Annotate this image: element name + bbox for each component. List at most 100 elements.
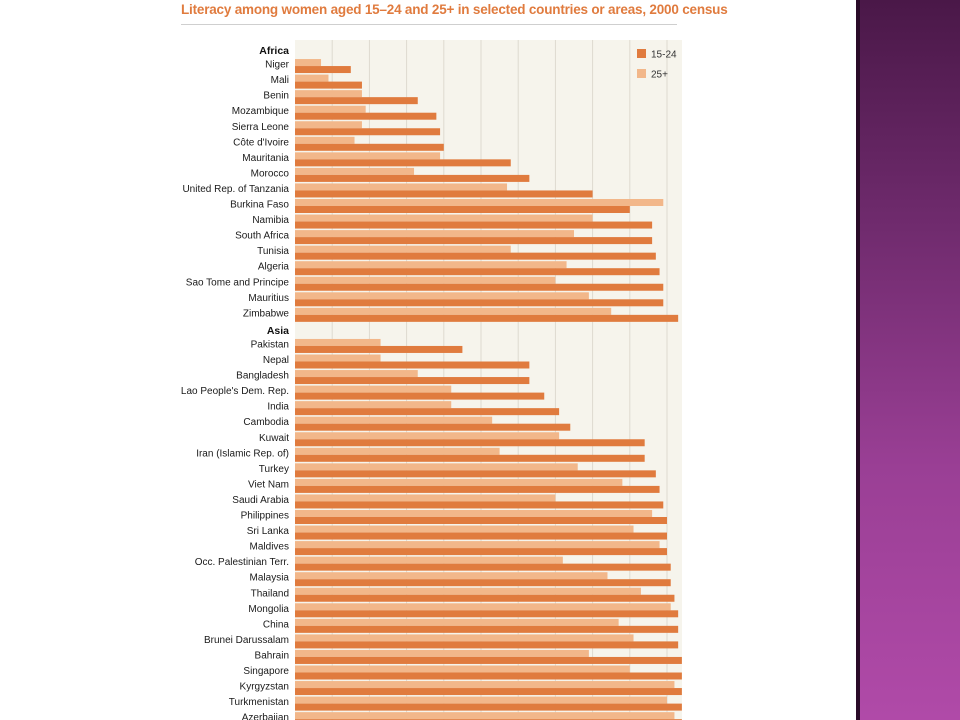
bar-25-plus <box>295 712 675 720</box>
bar-15-24 <box>295 314 679 322</box>
chart-title: Literacy among women aged 15–24 and 25+ … <box>181 2 728 17</box>
row-label: Maldives <box>250 542 289 553</box>
bar-25-plus <box>295 696 667 704</box>
row-label: Singapore <box>243 666 289 677</box>
bar-15-24 <box>295 517 667 524</box>
bar-25-plus <box>295 510 653 517</box>
bar-25-plus <box>295 59 322 67</box>
bar-15-24 <box>295 190 593 198</box>
bar-15-24 <box>295 361 530 369</box>
bar-15-24 <box>295 579 671 587</box>
bar-15-24 <box>295 174 530 182</box>
bar-15-24 <box>295 237 653 245</box>
bar-25-plus <box>295 338 381 346</box>
row-label: Turkmenistan <box>229 697 289 708</box>
row-label: Nepal <box>263 355 289 366</box>
row-label: Sierra Leone <box>232 122 290 133</box>
row-label: Brunei Darussalam <box>204 635 289 646</box>
row-label: Sao Tome and Principe <box>186 277 290 288</box>
bar-15-24 <box>295 299 664 307</box>
bar-25-plus <box>295 649 589 657</box>
row-label: Zimbabwe <box>243 308 290 319</box>
bar-15-24 <box>295 143 444 151</box>
bar-15-24 <box>295 112 437 120</box>
bar-15-24 <box>295 81 362 89</box>
bar-25-plus <box>295 525 634 533</box>
bar-25-plus <box>295 214 593 222</box>
bar-15-24 <box>295 610 679 618</box>
bar-15-24 <box>295 159 511 167</box>
row-label: Bangladesh <box>236 371 289 382</box>
bar-25-plus <box>295 105 366 113</box>
legend-label: 25+ <box>651 70 668 81</box>
legend-swatch <box>637 49 646 58</box>
bar-15-24 <box>295 656 682 664</box>
bar-25-plus <box>295 494 556 502</box>
row-label: Burkina Faso <box>230 200 289 211</box>
bar-25-plus <box>295 276 556 284</box>
row-label: Morocco <box>251 168 290 179</box>
bar-25-plus <box>295 618 619 626</box>
bar-25-plus <box>295 587 641 595</box>
row-label: Iran (Islamic Rep. of) <box>196 448 289 459</box>
bar-25-plus <box>295 199 664 206</box>
row-label: Turkey <box>259 464 289 475</box>
bar-15-24 <box>295 268 660 276</box>
row-label: Algeria <box>258 262 290 273</box>
row-label: Occ. Palestinian Terr. <box>195 557 289 568</box>
row-label: Bahrain <box>255 650 289 661</box>
legend-label: 15-24 <box>651 50 677 61</box>
literacy-bar-chart: Africa Niger Mali Benin Mozambique Sierra Leo… <box>181 40 682 720</box>
row-label: Côte d'Ivoire <box>233 137 289 148</box>
row-label: Viet Nam <box>248 479 289 490</box>
sidebar-edge <box>856 0 860 720</box>
row-label: Mauritania <box>242 153 289 164</box>
bar-25-plus <box>295 572 608 580</box>
bar-15-24 <box>295 563 671 571</box>
bar-15-24 <box>295 392 545 400</box>
bar-25-plus <box>295 292 589 300</box>
bar-15-24 <box>295 345 463 353</box>
bar-25-plus <box>295 603 671 611</box>
row-label: Kyrgyzstan <box>240 682 289 693</box>
bar-15-24 <box>295 221 653 229</box>
row-label: Saudi Arabia <box>232 495 289 506</box>
bar-15-24 <box>295 408 560 416</box>
bar-15-24 <box>295 625 679 633</box>
bar-15-24 <box>295 501 664 509</box>
group-label: Asia <box>267 325 289 337</box>
row-label: Mauritius <box>248 293 289 304</box>
bar-25-plus <box>295 261 567 269</box>
bar-25-plus <box>295 245 511 253</box>
row-label: Cambodia <box>243 417 289 428</box>
row-label: Azerbaijan <box>242 713 289 720</box>
row-label: Lao People's Dem. Rep. <box>181 386 289 397</box>
row-label: Thailand <box>251 588 289 599</box>
row-label: Mozambique <box>232 106 290 117</box>
bar-25-plus <box>295 541 660 549</box>
row-label: Philippines <box>241 511 289 522</box>
bar-15-24 <box>295 377 530 385</box>
bar-15-24 <box>295 439 645 447</box>
row-label: India <box>267 402 289 413</box>
bar-15-24 <box>295 423 571 431</box>
bar-15-24 <box>295 97 418 105</box>
bar-25-plus <box>295 556 563 564</box>
bar-25-plus <box>295 432 560 440</box>
bar-15-24 <box>295 532 667 540</box>
bar-25-plus <box>295 74 329 82</box>
decorative-sidebar <box>856 0 960 720</box>
bar-25-plus <box>295 307 612 315</box>
bar-15-24 <box>295 688 682 696</box>
bar-15-24 <box>295 703 682 711</box>
row-label: United Rep. of Tanzania <box>182 184 289 195</box>
bar-25-plus <box>295 183 508 191</box>
bar-15-24 <box>295 485 660 493</box>
title-divider <box>181 24 677 25</box>
row-label: South Africa <box>235 231 289 242</box>
row-label: China <box>263 619 290 630</box>
row-label: Pakistan <box>251 339 289 350</box>
bar-15-24 <box>295 548 667 556</box>
row-label: Mali <box>271 75 289 86</box>
